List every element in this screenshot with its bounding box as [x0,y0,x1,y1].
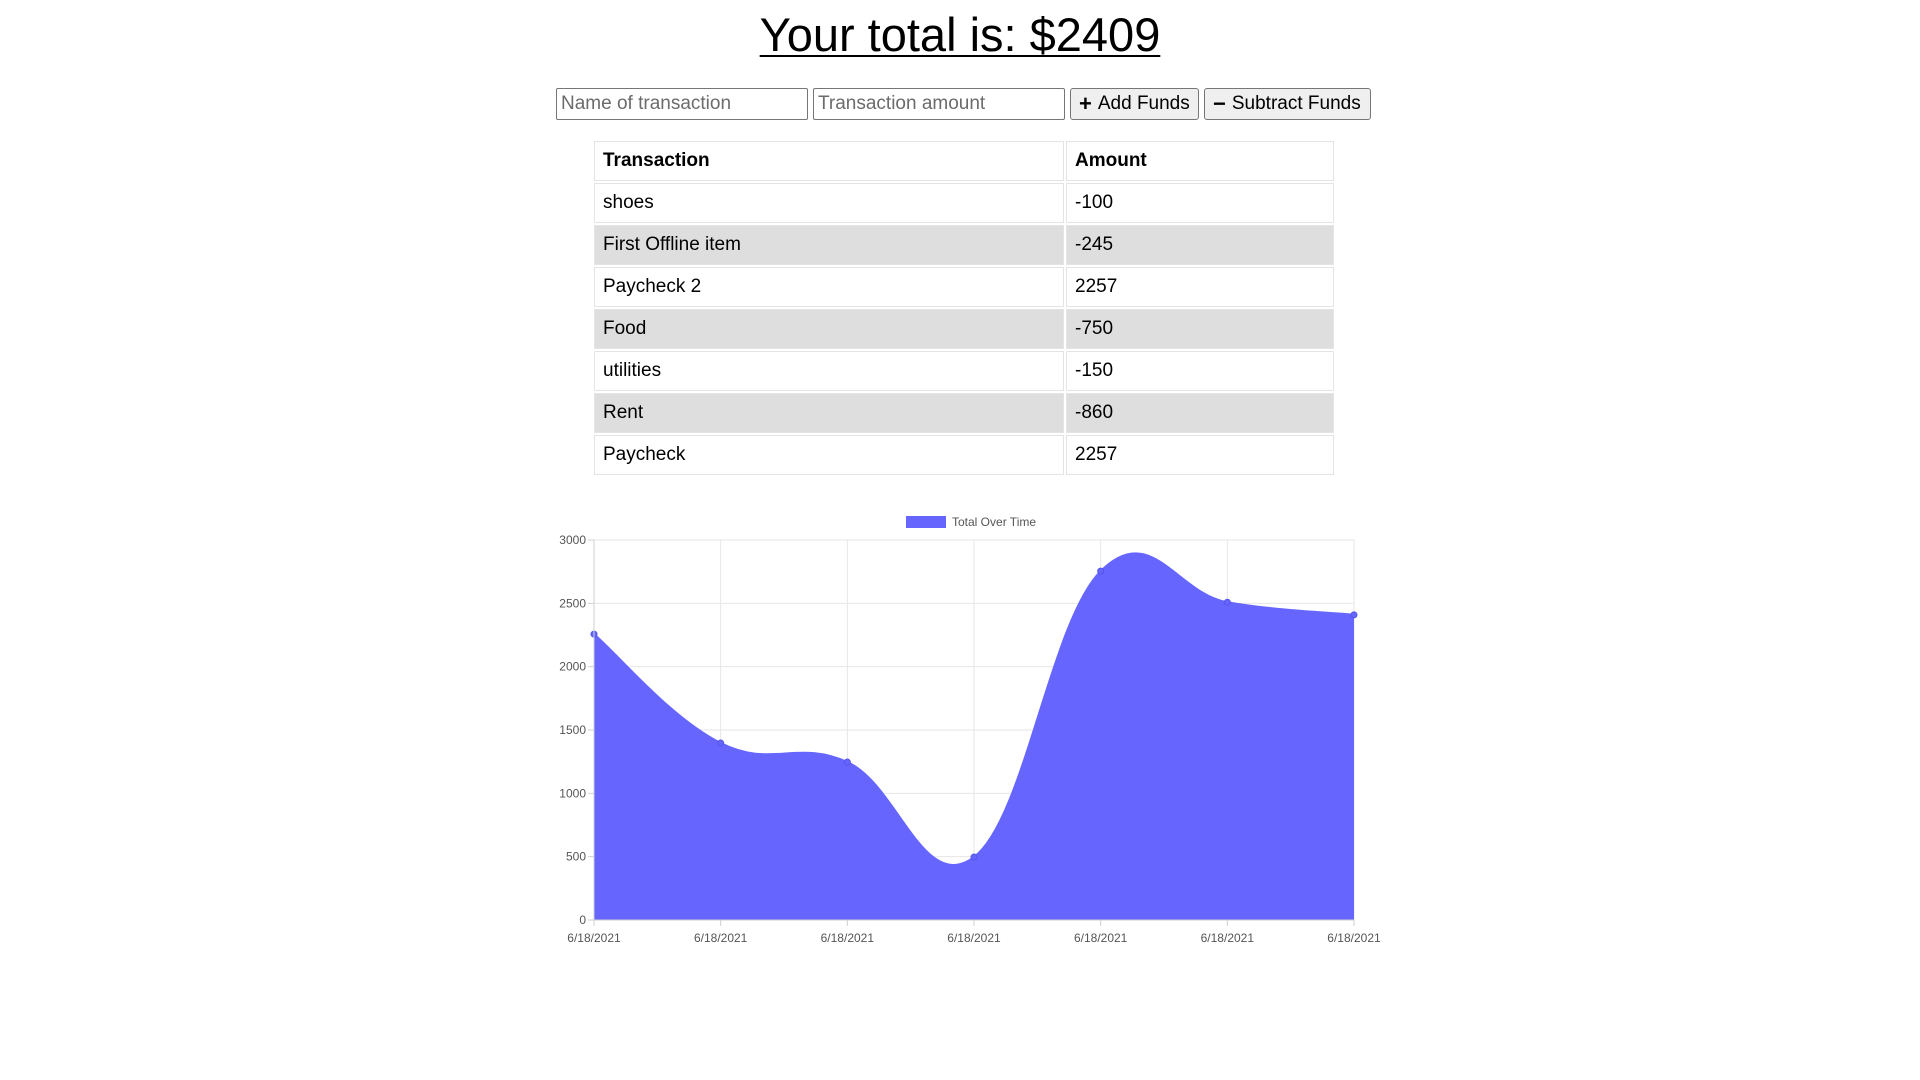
series-point [1350,611,1358,619]
series-point [1097,567,1105,575]
transaction-name: Food [594,309,1064,349]
table-row: utilities -150 [594,351,1334,391]
transaction-amount: -150 [1066,351,1334,391]
total-heading: Your total is: $2409 [0,4,1920,66]
header-amount: Amount [1066,141,1334,181]
table-row: Paycheck 2 2257 [594,267,1334,307]
header-transaction: Transaction [594,141,1064,181]
plus-icon: + [1079,91,1092,116]
add-funds-label: Add Funds [1097,93,1190,114]
x-tick-label: 6/18/2021 [1201,931,1255,945]
minus-icon: − [1213,91,1226,116]
chart-series [590,552,1358,920]
total-over-time-chart: 0 500 1000 1500 2000 2500 3000 6/18/2021 6/18/20… [550,508,1390,948]
y-tick-label: 1000 [559,786,586,800]
y-tick-label: 2500 [559,596,586,610]
series-point [970,853,978,861]
y-tick-label: 2000 [559,660,586,674]
transaction-name: shoes [594,183,1064,223]
transaction-name: Paycheck [594,435,1064,475]
total-label: Your total is: $2409 [759,8,1161,61]
x-tick-label: 6/18/2021 [947,931,1001,945]
legend-swatch [906,516,946,528]
transaction-amount: -860 [1066,393,1334,433]
transaction-amount-input[interactable] [813,88,1065,120]
series-point [843,758,851,766]
x-tick-label: 6/18/2021 [1074,931,1128,945]
transaction-name: Rent [594,393,1064,433]
chart-canvas: 0 500 1000 1500 2000 2500 3000 6/18/2021 6/18/20… [559,515,1381,945]
transaction-form: + Add Funds − Subtract Funds [556,87,1371,121]
series-point [717,739,725,747]
series-area [594,553,1354,920]
transaction-amount: -750 [1066,309,1334,349]
transactions-table: Transaction Amount shoes -100 First Offl… [592,139,1336,477]
add-funds-button[interactable]: + Add Funds [1070,88,1199,120]
x-tick-label: 6/18/2021 [694,931,748,945]
subtract-funds-button[interactable]: − Subtract Funds [1204,88,1371,120]
table-row: First Offline item -245 [594,225,1334,265]
chart-axes: 0 500 1000 1500 2000 2500 3000 6/18/2021 6/18/20… [559,533,1381,945]
transaction-amount: 2257 [1066,435,1334,475]
table-row: Paycheck 2257 [594,435,1334,475]
table-row: shoes -100 [594,183,1334,223]
transaction-name: utilities [594,351,1064,391]
legend-label: Total Over Time [952,515,1036,529]
y-tick-label: 3000 [559,533,586,547]
x-tick-label: 6/18/2021 [821,931,875,945]
transaction-amount: 2257 [1066,267,1334,307]
x-tick-label: 6/18/2021 [567,931,621,945]
chart-legend: Total Over Time [906,515,1036,529]
table-row: Food -750 [594,309,1334,349]
table-header-row: Transaction Amount [594,141,1334,181]
x-tick-label: 6/18/2021 [1327,931,1381,945]
transaction-name-input[interactable] [556,88,808,120]
transaction-name: First Offline item [594,225,1064,265]
table-row: Rent -860 [594,393,1334,433]
y-tick-label: 500 [566,850,586,864]
transaction-name: Paycheck 2 [594,267,1064,307]
subtract-funds-label: Subtract Funds [1231,93,1361,114]
transaction-amount: -245 [1066,225,1334,265]
y-tick-label: 0 [579,913,586,927]
transaction-amount: -100 [1066,183,1334,223]
series-point [1223,598,1231,606]
y-tick-label: 1500 [559,723,586,737]
